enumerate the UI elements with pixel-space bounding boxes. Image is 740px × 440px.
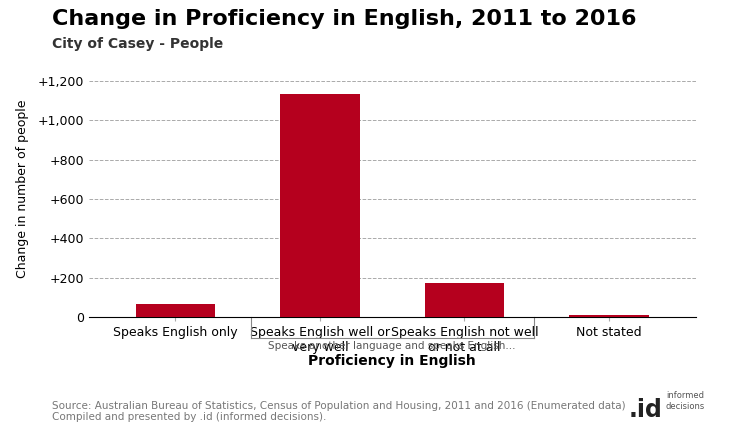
Bar: [569, 315, 649, 317]
Text: Speaks another language and speaks English...: Speaks another language and speaks Engli…: [269, 341, 516, 351]
Text: Change in Proficiency in English, 2011 to 2016: Change in Proficiency in English, 2011 t…: [52, 9, 636, 29]
Text: Proficiency in English: Proficiency in English: [309, 354, 476, 368]
Text: .id: .id: [628, 398, 662, 422]
Text: informed
decisions: informed decisions: [666, 391, 705, 411]
Text: City of Casey - People: City of Casey - People: [52, 37, 223, 51]
Bar: [135, 304, 215, 317]
Y-axis label: Change in number of people: Change in number of people: [16, 100, 29, 279]
Bar: [425, 283, 504, 317]
Bar: [280, 94, 360, 317]
Text: Source: Australian Bureau of Statistics, Census of Population and Housing, 2011 : Source: Australian Bureau of Statistics,…: [52, 401, 625, 422]
